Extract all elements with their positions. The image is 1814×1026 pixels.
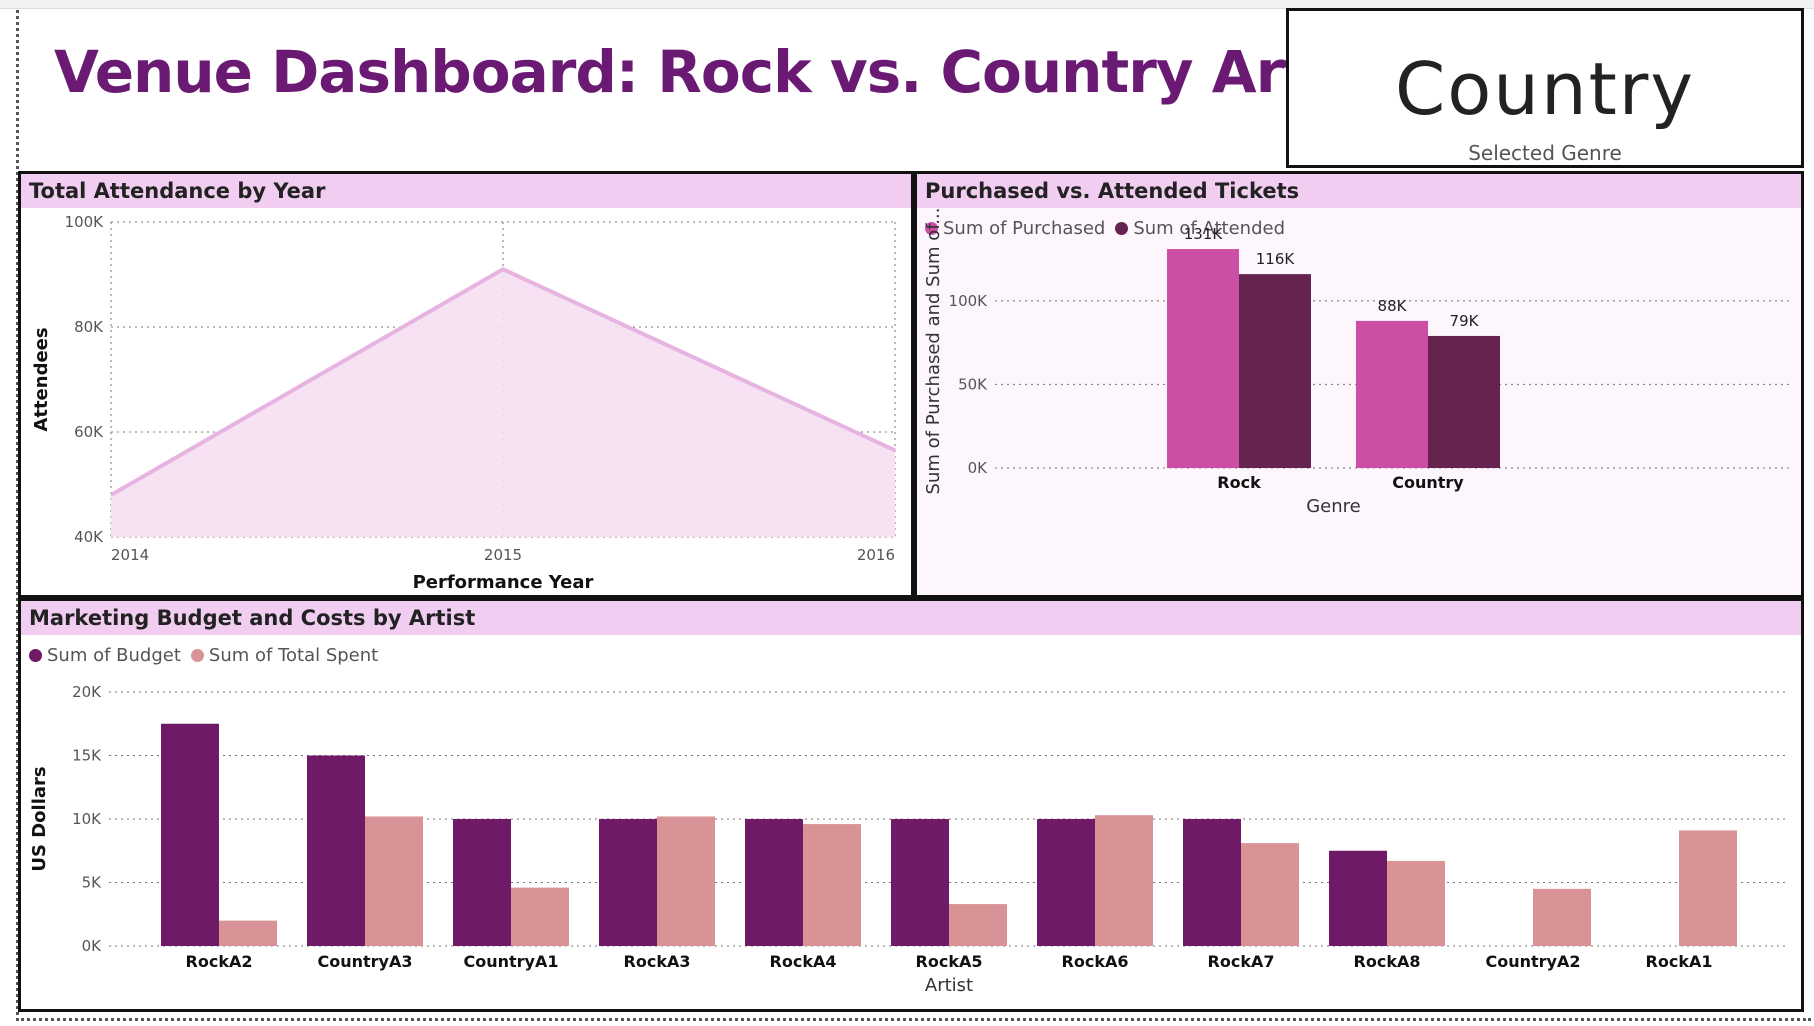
tickets-y-axis-title: Sum of Purchased and Sum of... bbox=[923, 208, 944, 495]
marketing-y-axis-title: US Dollars bbox=[29, 766, 50, 871]
attendance-y-tick-label: 80K bbox=[74, 318, 104, 336]
marketing-bar-spent[interactable] bbox=[1679, 830, 1737, 946]
marketing-y-tick-label: 10K bbox=[72, 810, 102, 828]
legend-dot-budget bbox=[29, 649, 42, 662]
tickets-chart[interactable]: 0K 50K 100K 131K 116K Rock 88K 79K Country Genre S… bbox=[917, 174, 1801, 595]
tickets-bar-purchased[interactable] bbox=[1167, 249, 1239, 468]
marketing-bar-spent[interactable] bbox=[365, 816, 423, 946]
attendance-y-tick-label: 40K bbox=[74, 528, 104, 546]
marketing-category-label: RockA7 bbox=[1208, 952, 1275, 971]
legend-dot-spent bbox=[190, 649, 204, 662]
legend-label: Sum of Budget bbox=[47, 645, 181, 666]
panel-header: Marketing Budget and Costs by Artist bbox=[21, 601, 1801, 635]
marketing-category-label: RockA4 bbox=[770, 952, 837, 971]
marketing-category-label: RockA1 bbox=[1646, 952, 1713, 971]
legend-dot-purchased bbox=[925, 222, 938, 235]
tickets-y-tick-label: 100K bbox=[949, 292, 989, 310]
marketing-bar-spent[interactable] bbox=[1095, 815, 1153, 946]
marketing-bar-budget[interactable] bbox=[1183, 819, 1241, 946]
marketing-category-label: CountryA2 bbox=[1486, 952, 1581, 971]
tickets-bar-attended[interactable] bbox=[1239, 274, 1311, 468]
legend-label: Sum of Attended bbox=[1133, 218, 1286, 239]
legend-item-purchased[interactable]: Sum of Purchased bbox=[925, 218, 1105, 239]
marketing-bar-spent[interactable] bbox=[1241, 843, 1299, 946]
marketing-bar-spent[interactable] bbox=[657, 816, 715, 946]
tickets-data-label: 79K bbox=[1450, 312, 1480, 330]
attendance-x-tick-label: 2015 bbox=[484, 546, 522, 564]
canvas-frame bbox=[16, 10, 1811, 1021]
tickets-panel[interactable]: Purchased vs. Attended Tickets Sum of Pu… bbox=[914, 171, 1804, 598]
marketing-y-tick-label: 20K bbox=[72, 683, 102, 701]
marketing-category-label: RockA3 bbox=[624, 952, 691, 971]
marketing-category-label: CountryA3 bbox=[318, 952, 413, 971]
selected-genre-card[interactable]: Country Selected Genre bbox=[1286, 8, 1804, 168]
marketing-bar-budget[interactable] bbox=[453, 819, 511, 946]
marketing-category-label: RockA2 bbox=[186, 952, 253, 971]
marketing-bar-budget[interactable] bbox=[599, 819, 657, 946]
tickets-y-tick-label: 0K bbox=[968, 459, 989, 477]
marketing-category-label: RockA8 bbox=[1354, 952, 1421, 971]
marketing-bar-budget[interactable] bbox=[891, 819, 949, 946]
marketing-panel[interactable]: Marketing Budget and Costs by Artist Sum… bbox=[18, 598, 1804, 1012]
card-value: Country bbox=[1394, 47, 1696, 131]
tickets-legend: Sum of Purchased Sum of Attended bbox=[925, 218, 1295, 239]
marketing-bar-budget[interactable] bbox=[1329, 850, 1387, 946]
tickets-category-label: Rock bbox=[1217, 473, 1261, 492]
marketing-bar-budget[interactable] bbox=[745, 819, 803, 946]
tickets-bar-purchased[interactable] bbox=[1356, 320, 1428, 468]
marketing-y-tick-label: 5K bbox=[82, 874, 103, 892]
marketing-legend: Sum of Budget Sum of Total Spent bbox=[29, 645, 388, 666]
marketing-bar-spent[interactable] bbox=[949, 904, 1007, 946]
top-strip bbox=[0, 0, 1814, 9]
marketing-bar-spent[interactable] bbox=[803, 824, 861, 946]
dashboard-title: Venue Dashboard: Rock vs. Country Artist… bbox=[54, 38, 1424, 106]
marketing-x-axis-title: Artist bbox=[925, 975, 973, 996]
tickets-category-label: Country bbox=[1392, 473, 1464, 492]
tickets-data-label: 131K bbox=[1184, 225, 1224, 243]
marketing-chart[interactable]: 0K 5K 10K 15K 20K RockA2 CountryA3 CountryA1 Roc… bbox=[21, 601, 1801, 1009]
legend-item-spent[interactable]: Sum of Total Spent bbox=[190, 645, 379, 666]
attendance-chart[interactable]: 40K 60K 80K 100K 2014 2015 2016 Performance Yea… bbox=[21, 174, 911, 595]
attendance-y-tick-label: 60K bbox=[74, 423, 104, 441]
marketing-category-label: RockA5 bbox=[916, 952, 983, 971]
attendance-line[interactable] bbox=[110, 267, 896, 497]
attendance-panel[interactable]: Total Attendance by Year 40K 60K 80K 100K 20… bbox=[18, 171, 914, 598]
legend-dot-attended bbox=[1115, 222, 1129, 235]
marketing-y-tick-label: 15K bbox=[72, 747, 102, 765]
tickets-x-axis-title: Genre bbox=[1306, 496, 1361, 517]
attendance-x-axis-title: Performance Year bbox=[413, 572, 594, 593]
tickets-data-label: 88K bbox=[1378, 297, 1408, 315]
marketing-bar-spent[interactable] bbox=[511, 887, 569, 946]
tickets-y-tick-label: 50K bbox=[958, 375, 988, 393]
panel-header: Total Attendance by Year bbox=[21, 174, 911, 208]
marketing-bar-spent[interactable] bbox=[1533, 888, 1591, 946]
attendance-area[interactable] bbox=[111, 269, 895, 537]
attendance-y-tick-label: 100K bbox=[65, 213, 105, 231]
legend-item-attended[interactable]: Sum of Attended bbox=[1115, 218, 1285, 239]
panel-header: Purchased vs. Attended Tickets bbox=[917, 174, 1801, 208]
marketing-y-tick-label: 0K bbox=[82, 937, 103, 955]
marketing-category-label: RockA6 bbox=[1062, 952, 1129, 971]
tickets-data-label: 116K bbox=[1256, 250, 1296, 268]
marketing-category-label: CountryA1 bbox=[464, 952, 559, 971]
legend-label: Sum of Total Spent bbox=[208, 645, 379, 666]
attendance-x-tick-label: 2014 bbox=[111, 546, 149, 564]
attendance-x-tick-label: 2016 bbox=[857, 546, 895, 564]
marketing-bar-budget[interactable] bbox=[307, 755, 365, 947]
legend-label: Sum of Purchased bbox=[943, 218, 1106, 239]
card-label: Selected Genre bbox=[1468, 141, 1622, 165]
marketing-bar-spent[interactable] bbox=[1387, 860, 1445, 946]
marketing-bar-spent[interactable] bbox=[219, 920, 277, 946]
tickets-bar-attended[interactable] bbox=[1428, 335, 1500, 468]
legend-item-budget[interactable]: Sum of Budget bbox=[29, 645, 181, 666]
marketing-bar-budget[interactable] bbox=[1037, 819, 1095, 946]
attendance-y-axis-title: Attendees bbox=[31, 327, 52, 431]
marketing-bar-budget[interactable] bbox=[161, 723, 219, 946]
